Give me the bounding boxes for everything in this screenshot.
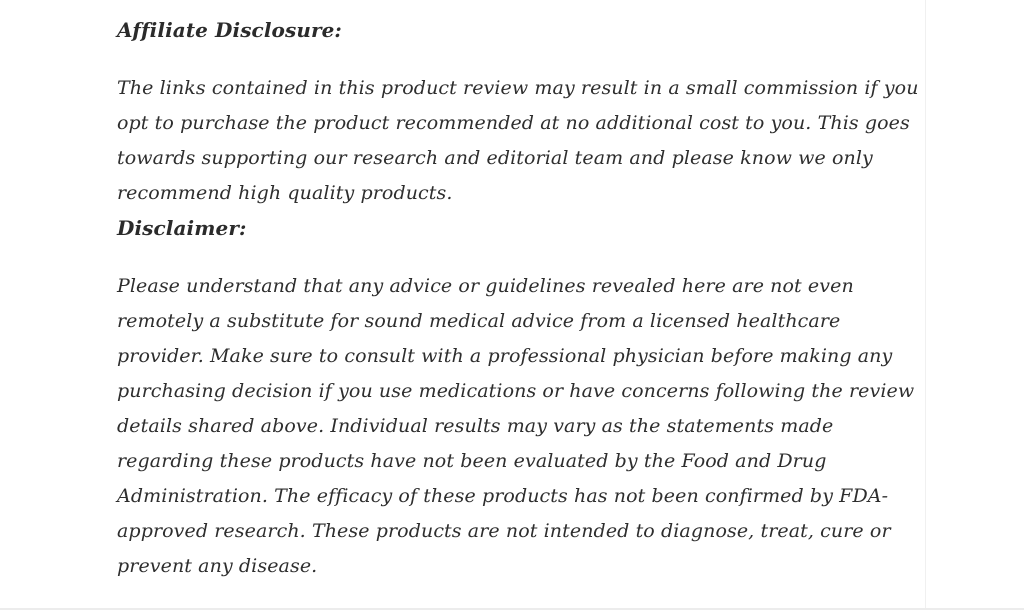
affiliate-disclosure-section: Affiliate Disclosure: The links containe… bbox=[117, 13, 929, 211]
disclaimer-paragraph: Please understand that any advice or gui… bbox=[117, 275, 915, 577]
disclaimer-heading: Disclaimer: bbox=[117, 216, 247, 240]
affiliate-disclosure-heading: Affiliate Disclosure: bbox=[117, 18, 342, 42]
page-bottom-edge bbox=[0, 608, 1024, 610]
disclaimer-section: Disclaimer: Please understand that any a… bbox=[117, 211, 929, 584]
article-text-content: Affiliate Disclosure: The links containe… bbox=[117, 13, 929, 584]
content-right-edge-divider bbox=[925, 0, 926, 610]
affiliate-disclosure-paragraph: The links contained in this product revi… bbox=[117, 77, 919, 204]
